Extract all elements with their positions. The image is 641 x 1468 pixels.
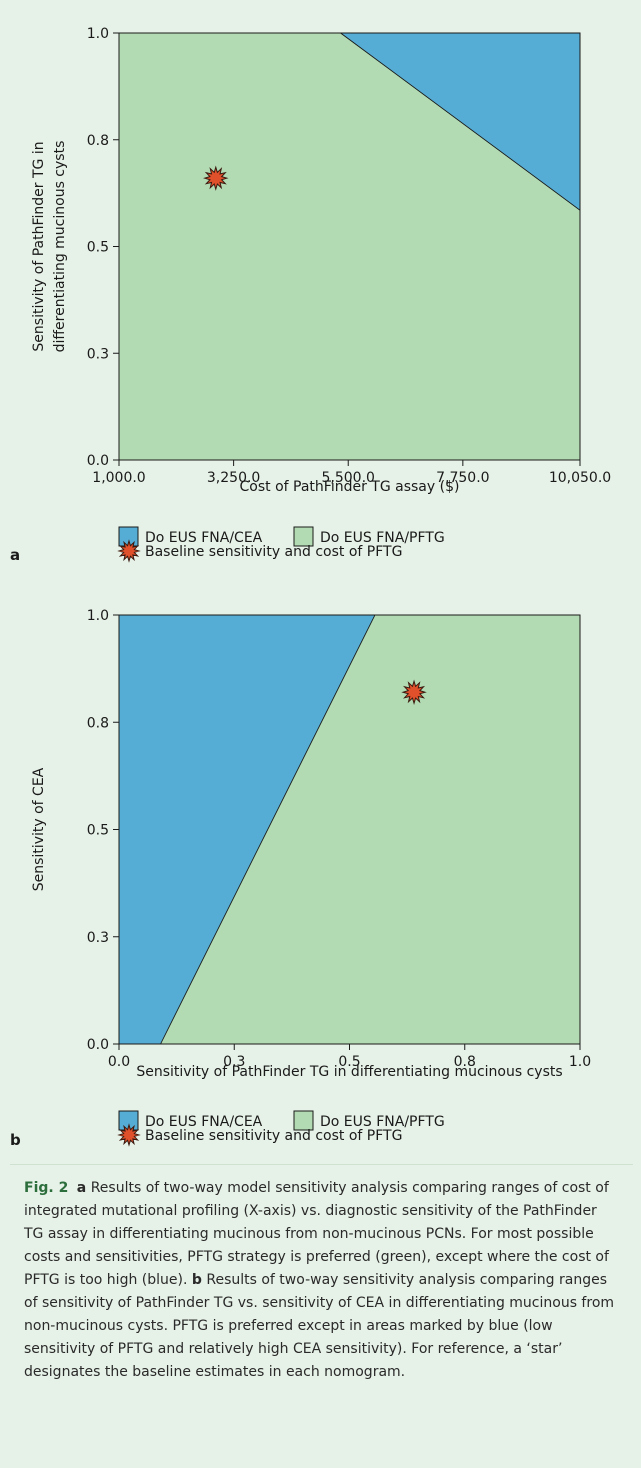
pb-legend-star-icon xyxy=(117,1123,141,1147)
pb-x-tick-label: 0.0 xyxy=(108,1054,130,1070)
pa-panel-label: a xyxy=(10,546,20,564)
pb-y-tick-label: 0.0 xyxy=(87,1037,109,1053)
pa-legend-label: Do EUS FNA/PFTG xyxy=(320,530,445,546)
pa-legend-label: Do EUS FNA/CEA xyxy=(145,530,263,546)
figure-caption: Fig. 2 a Results of two-way model sensit… xyxy=(10,1164,633,1460)
pb-y-tick-label: 0.8 xyxy=(87,715,109,731)
pa-x-tick-label: 7,750.0 xyxy=(436,470,489,486)
caption-b-text: Results of two-way sensitivity analysis … xyxy=(24,1272,615,1380)
pa-y-tick-label: 1.0 xyxy=(87,26,109,42)
pb-y-axis-title: Sensitivity of CEA xyxy=(31,767,47,891)
pa-legend-swatch xyxy=(293,526,314,547)
chart-panel-b: 0.0 0.3 0.5 0.8 1.0 0.0 0.3 0.5 0.8 1.0 Sensitivit… xyxy=(10,608,591,1149)
pa-y-tick-label: 0.3 xyxy=(87,346,109,362)
pa-y-tick-label: 0.5 xyxy=(87,240,109,256)
pb-legend-swatch xyxy=(293,1110,314,1131)
pb-panel-label: b xyxy=(10,1131,21,1149)
caption-b-label: b xyxy=(191,1272,202,1288)
pa-x-axis-title: Cost of PathFinder TG assay ($) xyxy=(240,479,460,495)
pa-x-tick-label: 3,250.0 xyxy=(207,470,260,486)
pb-legend-label: Do EUS FNA/CEA xyxy=(145,1114,263,1130)
pb-y-tick-label: 0.3 xyxy=(87,930,109,946)
pb-x-tick-label: 0.8 xyxy=(454,1054,476,1070)
pb-legend-label: Do EUS FNA/PFTG xyxy=(320,1114,445,1130)
pb-x-axis-title: Sensitivity of PathFinder TG in differen… xyxy=(136,1064,562,1080)
pb-baseline-star-marker xyxy=(401,679,427,705)
caption-a-label: a xyxy=(76,1180,87,1196)
pb-x-tick-label: 1.0 xyxy=(569,1054,591,1070)
caption-a-text: Results of two-way model sensitivity ana… xyxy=(24,1180,609,1288)
pb-y-tick-label: 1.0 xyxy=(87,608,109,624)
chart-panel-a: 0.0 0.3 0.5 0.8 1.0 1,000.0 3,250.0 5,500.0 7,75… xyxy=(10,26,611,564)
pa-legend-star-label: Baseline sensitivity and cost of PFTG xyxy=(145,544,402,560)
pa-legend-star-icon xyxy=(117,539,141,563)
pb-x-tick-label: 0.3 xyxy=(223,1054,245,1070)
pa-y-tick-label: 0.8 xyxy=(87,133,109,149)
pb-legend-star-label: Baseline sensitivity and cost of PFTG xyxy=(145,1128,402,1144)
pa-y-tick-label: 0.0 xyxy=(87,453,109,469)
pa-y-axis-title: Sensitivity of PathFinder TG in xyxy=(31,141,47,351)
pb-y-tick-label: 0.5 xyxy=(87,823,109,839)
pa-x-tick-label: 1,000.0 xyxy=(92,470,145,486)
caption-fig-label: Fig. 2 xyxy=(24,1180,69,1196)
pa-baseline-star-marker xyxy=(203,165,229,191)
pb-x-tick-label: 0.5 xyxy=(338,1054,360,1070)
pa-y-axis-title: differentiating mucinous cysts xyxy=(52,141,68,353)
pa-x-tick-label: 10,050.0 xyxy=(549,470,611,486)
pa-x-tick-label: 5,500.0 xyxy=(322,470,375,486)
